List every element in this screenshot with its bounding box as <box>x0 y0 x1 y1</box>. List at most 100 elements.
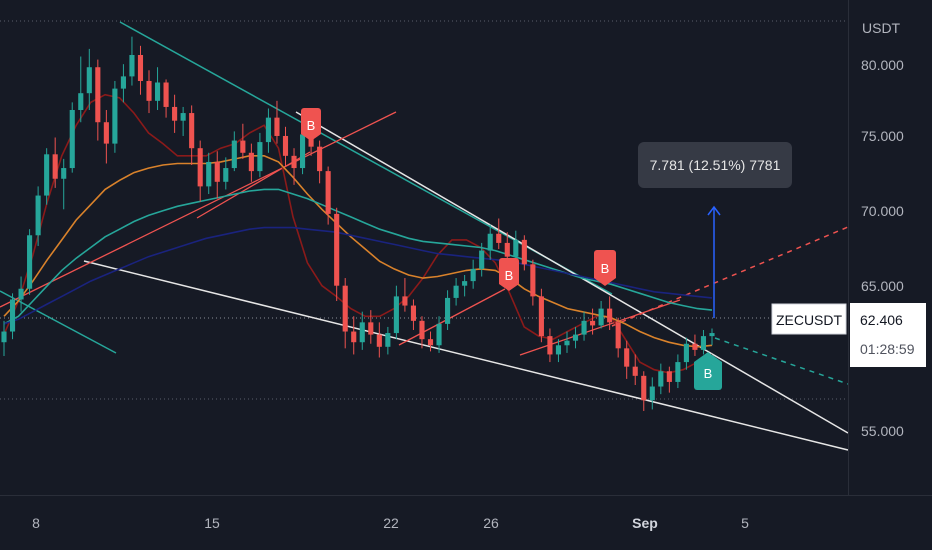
symbol-badge-bg <box>771 303 847 335</box>
red-channel-line-1 <box>0 111 397 308</box>
candle-body <box>590 320 596 326</box>
candle-body <box>299 134 306 169</box>
candle <box>658 363 664 395</box>
candle-body <box>393 296 399 334</box>
candle <box>248 143 254 182</box>
moving-averages <box>3 93 713 374</box>
candle <box>564 331 570 353</box>
candle <box>607 296 613 330</box>
candle <box>598 300 604 329</box>
candle-body <box>487 233 493 251</box>
candle <box>666 366 672 393</box>
candle-body <box>572 334 579 341</box>
candle <box>257 132 263 178</box>
candle <box>513 230 519 262</box>
price-grid <box>0 20 848 400</box>
candles <box>1 36 715 411</box>
measure-arrow-head <box>707 205 721 216</box>
candle-body <box>274 117 280 136</box>
candle-body <box>632 366 638 376</box>
y-tick-label: 70.000 <box>861 203 904 219</box>
candle <box>52 137 58 188</box>
candle-body <box>445 297 451 324</box>
candle-body <box>666 371 672 382</box>
candle-body <box>78 93 84 110</box>
candle-body <box>52 154 58 179</box>
candle <box>530 259 536 306</box>
candle <box>675 354 681 389</box>
candle-body <box>197 148 203 187</box>
sell-signal-2[interactable]: B <box>499 258 519 291</box>
measure-tooltip[interactable]: 7.781 (12.51%) 7781 <box>638 142 792 188</box>
candle-body <box>700 336 707 350</box>
candle <box>69 102 75 173</box>
candle <box>521 235 527 271</box>
candle-body <box>240 140 246 153</box>
candle <box>504 232 510 263</box>
candle <box>479 242 485 277</box>
candle-body <box>607 308 613 323</box>
candle <box>78 56 84 123</box>
candle <box>402 278 408 312</box>
candle <box>470 259 476 289</box>
candle <box>120 64 126 103</box>
candle <box>393 285 399 340</box>
time-axis[interactable]: 8 15 22 26 Sep 5 <box>0 495 932 532</box>
candle <box>692 334 698 356</box>
candle <box>624 340 630 379</box>
candle <box>180 106 186 136</box>
symbol-badge[interactable]: ZECUSDT <box>771 303 847 335</box>
candle-body <box>172 106 178 121</box>
signal-marker-shape <box>301 108 321 141</box>
candle <box>436 316 442 353</box>
buy-signal[interactable]: B <box>694 352 722 390</box>
candle-body <box>351 331 357 343</box>
candle-body <box>359 322 365 343</box>
currency-label: USDT <box>862 20 901 36</box>
candle-body <box>538 296 544 337</box>
candle <box>538 288 544 343</box>
candle <box>368 310 374 344</box>
candle-body <box>615 322 621 349</box>
candle-body <box>470 268 476 282</box>
candle-body <box>282 135 289 156</box>
candle-body <box>223 168 229 182</box>
candle-body <box>334 213 340 286</box>
y-tick-label: 65.000 <box>861 278 904 294</box>
measure-tooltip-bg <box>638 142 792 188</box>
sell-signal-1[interactable]: B <box>301 108 321 141</box>
candle <box>1 320 7 356</box>
teal-line-left <box>0 290 117 354</box>
candle <box>95 59 101 141</box>
candle-body <box>598 308 604 326</box>
candle <box>700 330 707 355</box>
candle-body <box>427 339 434 346</box>
candle-body <box>504 242 510 257</box>
signal-marker-shape <box>499 258 519 291</box>
candle <box>632 354 638 385</box>
candle <box>427 331 434 352</box>
candle-body <box>410 305 417 321</box>
signal-marker-shape <box>694 352 722 390</box>
candle-body <box>146 80 152 101</box>
candle-body <box>95 67 101 123</box>
sell-signal-3[interactable]: B <box>594 250 616 286</box>
y-tick-label: 75.000 <box>861 128 904 144</box>
candle-body <box>257 142 263 172</box>
candle-body <box>675 362 681 382</box>
candle-body <box>154 82 161 101</box>
candle-body <box>317 146 323 172</box>
candle <box>172 94 178 133</box>
x-tick-label: 15 <box>204 515 220 531</box>
current-price-badge[interactable]: 62.406 01:28:59 <box>850 303 926 367</box>
candle-body <box>692 343 698 350</box>
candle-body <box>641 375 647 401</box>
candle <box>154 67 161 110</box>
candle <box>112 80 118 153</box>
candle <box>86 48 92 110</box>
candle-body <box>27 235 33 289</box>
price-axis[interactable]: USDT 80.000 75.000 70.000 65.000 55.000 <box>848 0 905 495</box>
candle <box>462 275 468 297</box>
signal-label: B <box>601 261 610 276</box>
